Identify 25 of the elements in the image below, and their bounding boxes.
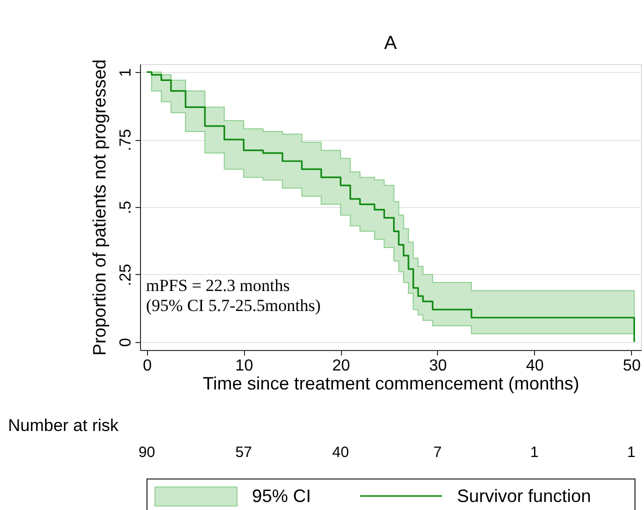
legend-label: Survivor function [457, 486, 592, 506]
y-tick-label: 0 [118, 338, 134, 347]
x-tick-label: 40 [526, 358, 544, 374]
y-axis-title: Proportion of patients not progressed [90, 59, 110, 356]
x-tick-label: 20 [332, 358, 350, 374]
text: 57 [235, 444, 252, 461]
annotation: (95% CI 5.7-25.5months) [146, 296, 321, 315]
text: 1 [530, 444, 539, 461]
text: 1 [627, 444, 636, 461]
y-tick-label: .75 [118, 128, 134, 152]
x-tick-label: 50 [622, 358, 641, 374]
legend-label: 95% CI [252, 486, 312, 506]
x-tick-label: 30 [429, 358, 447, 374]
text: Number at risk [8, 416, 120, 435]
x-tick-label: 0 [142, 358, 152, 374]
y-tick-label: 1 [118, 68, 134, 78]
y-tick-label: .25 [118, 264, 134, 286]
x-axis-title: Time since treatment commencement (months) [202, 374, 580, 394]
chart-title: A [384, 32, 398, 54]
annotation: mPFS = 22.3 months [146, 276, 290, 295]
text: 7 [433, 444, 442, 461]
x-tick-label: 10 [235, 358, 254, 374]
y-tick-label: .5 [118, 200, 134, 214]
text: 90 [138, 444, 156, 461]
text: 40 [332, 444, 349, 461]
